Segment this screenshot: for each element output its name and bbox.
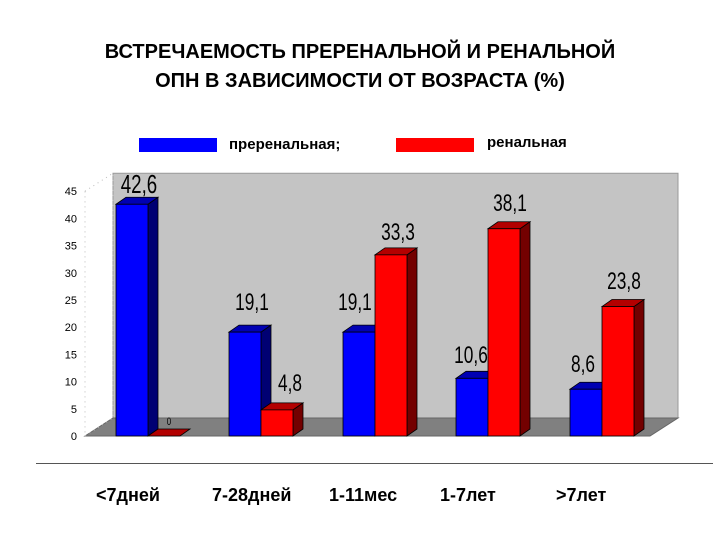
y-tick-label: 45 xyxy=(65,186,77,198)
bar xyxy=(342,331,376,437)
bar-side xyxy=(147,196,159,437)
chart-title: ВСТРЕЧАЕМОСТЬ ПРЕРЕНАЛЬНОЙ И РЕНАЛЬНОЙ О… xyxy=(0,38,720,96)
category-label-over-7-years: >7лет xyxy=(556,485,607,505)
y-tick-label: 20 xyxy=(65,322,77,334)
data-label: 33,3 xyxy=(381,219,415,245)
data-label: 0 xyxy=(167,416,171,429)
y-tick-label: 35 xyxy=(65,241,77,253)
bar xyxy=(487,228,521,437)
bar-side xyxy=(406,247,418,437)
data-label: 38,1 xyxy=(493,190,527,216)
legend-swatch-prerenal xyxy=(139,138,217,152)
y-tick-label: 15 xyxy=(65,349,77,361)
y-tick-label: 40 xyxy=(65,213,77,225)
bar xyxy=(569,388,603,437)
data-label: 19,1 xyxy=(235,289,269,315)
bar xyxy=(260,409,294,437)
divider-line xyxy=(36,463,713,464)
chart-title-line-1: ВСТРЕЧАЕМОСТЬ ПРЕРЕНАЛЬНОЙ И РЕНАЛЬНОЙ xyxy=(104,41,616,63)
y-tick-label: 0 xyxy=(71,431,77,443)
data-label: 10,6 xyxy=(454,342,488,368)
bar xyxy=(601,306,635,437)
category-label-1-11-months: 1-11мес xyxy=(329,485,398,505)
bar-side xyxy=(519,220,531,437)
legend-label-prerenal: преренальная; xyxy=(229,136,341,153)
category-label-under-7-days: <7дней xyxy=(96,485,160,505)
y-tick-label: 5 xyxy=(71,404,77,416)
data-label: 8,6 xyxy=(571,351,595,377)
y-tick-label: 10 xyxy=(65,377,77,389)
legend-swatch-renal xyxy=(396,138,474,152)
data-label: 4,8 xyxy=(278,370,302,396)
bar xyxy=(228,331,262,437)
bar xyxy=(374,254,408,437)
bar xyxy=(115,203,149,437)
category-label-1-7-years: 1-7лет xyxy=(440,485,496,505)
data-label: 19,1 xyxy=(338,289,372,315)
category-label-7-28-days: 7-28дней xyxy=(212,485,292,505)
chart-title-line-2: ОПН В ЗАВИСИМОСТИ ОТ ВОЗРАСТА (%) xyxy=(155,70,565,92)
y-tick-label: 25 xyxy=(65,295,77,307)
legend-label-renal: ренальная xyxy=(487,134,567,151)
bar-side xyxy=(633,298,645,437)
bar-top xyxy=(146,428,192,437)
bar xyxy=(455,377,489,437)
y-tick-label: 30 xyxy=(65,268,77,280)
chart-side-wall xyxy=(84,172,114,437)
data-label: 23,8 xyxy=(607,268,641,294)
data-label: 42,6 xyxy=(121,169,157,199)
